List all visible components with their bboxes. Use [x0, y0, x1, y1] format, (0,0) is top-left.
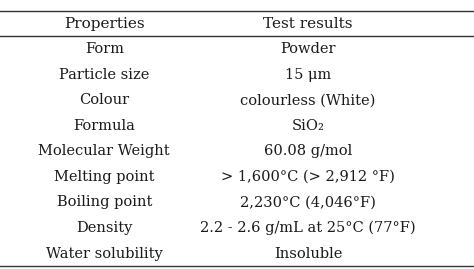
Text: 60.08 g/mol: 60.08 g/mol — [264, 144, 352, 158]
Text: Molecular Weight: Molecular Weight — [38, 144, 170, 158]
Text: colourless (White): colourless (White) — [240, 93, 376, 107]
Text: Particle size: Particle size — [59, 68, 149, 82]
Text: SiO₂: SiO₂ — [292, 119, 325, 133]
Text: Boiling point: Boiling point — [56, 195, 152, 210]
Text: Melting point: Melting point — [54, 170, 155, 184]
Text: Form: Form — [85, 42, 124, 56]
Text: Water solubility: Water solubility — [46, 246, 163, 261]
Text: Colour: Colour — [79, 93, 129, 107]
Text: Formula: Formula — [73, 119, 135, 133]
Text: 15 μm: 15 μm — [285, 68, 331, 82]
Text: Insoluble: Insoluble — [274, 246, 342, 261]
Text: Powder: Powder — [280, 42, 336, 56]
Text: 2,230°C (4,046°F): 2,230°C (4,046°F) — [240, 195, 376, 210]
Text: Density: Density — [76, 221, 132, 235]
Text: > 1,600°C (> 2,912 °F): > 1,600°C (> 2,912 °F) — [221, 170, 395, 184]
Text: Test results: Test results — [264, 16, 353, 31]
Text: Properties: Properties — [64, 16, 145, 31]
Text: 2.2 - 2.6 g/mL at 25°C (77°F): 2.2 - 2.6 g/mL at 25°C (77°F) — [201, 221, 416, 235]
